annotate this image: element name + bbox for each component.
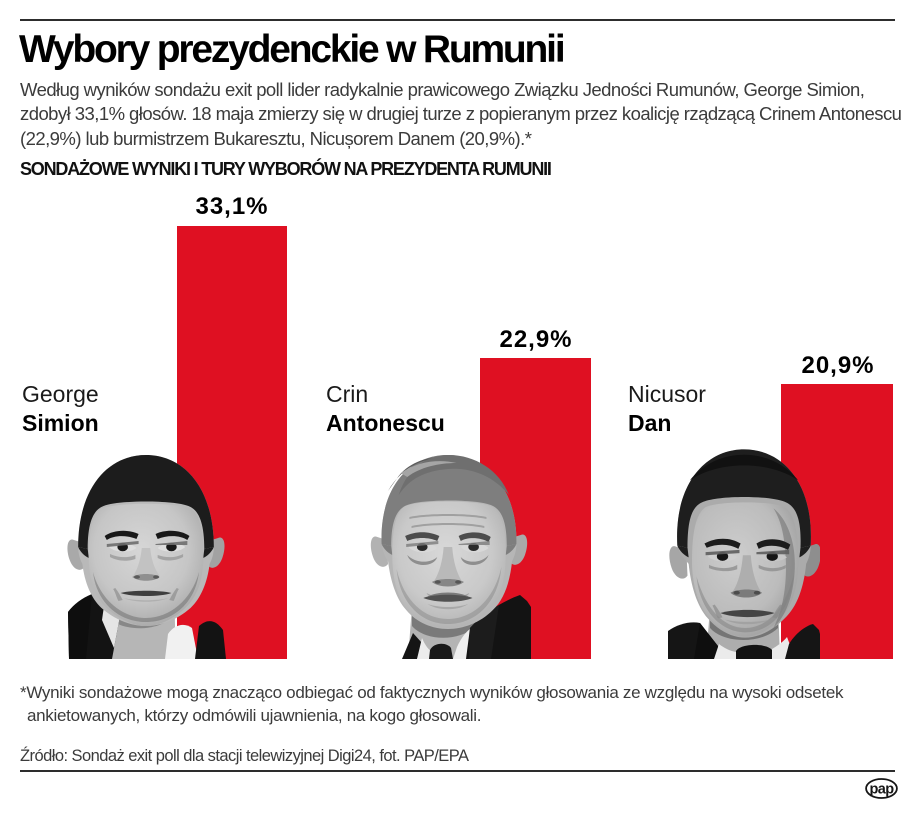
svg-text:pap: pap: [870, 782, 895, 798]
